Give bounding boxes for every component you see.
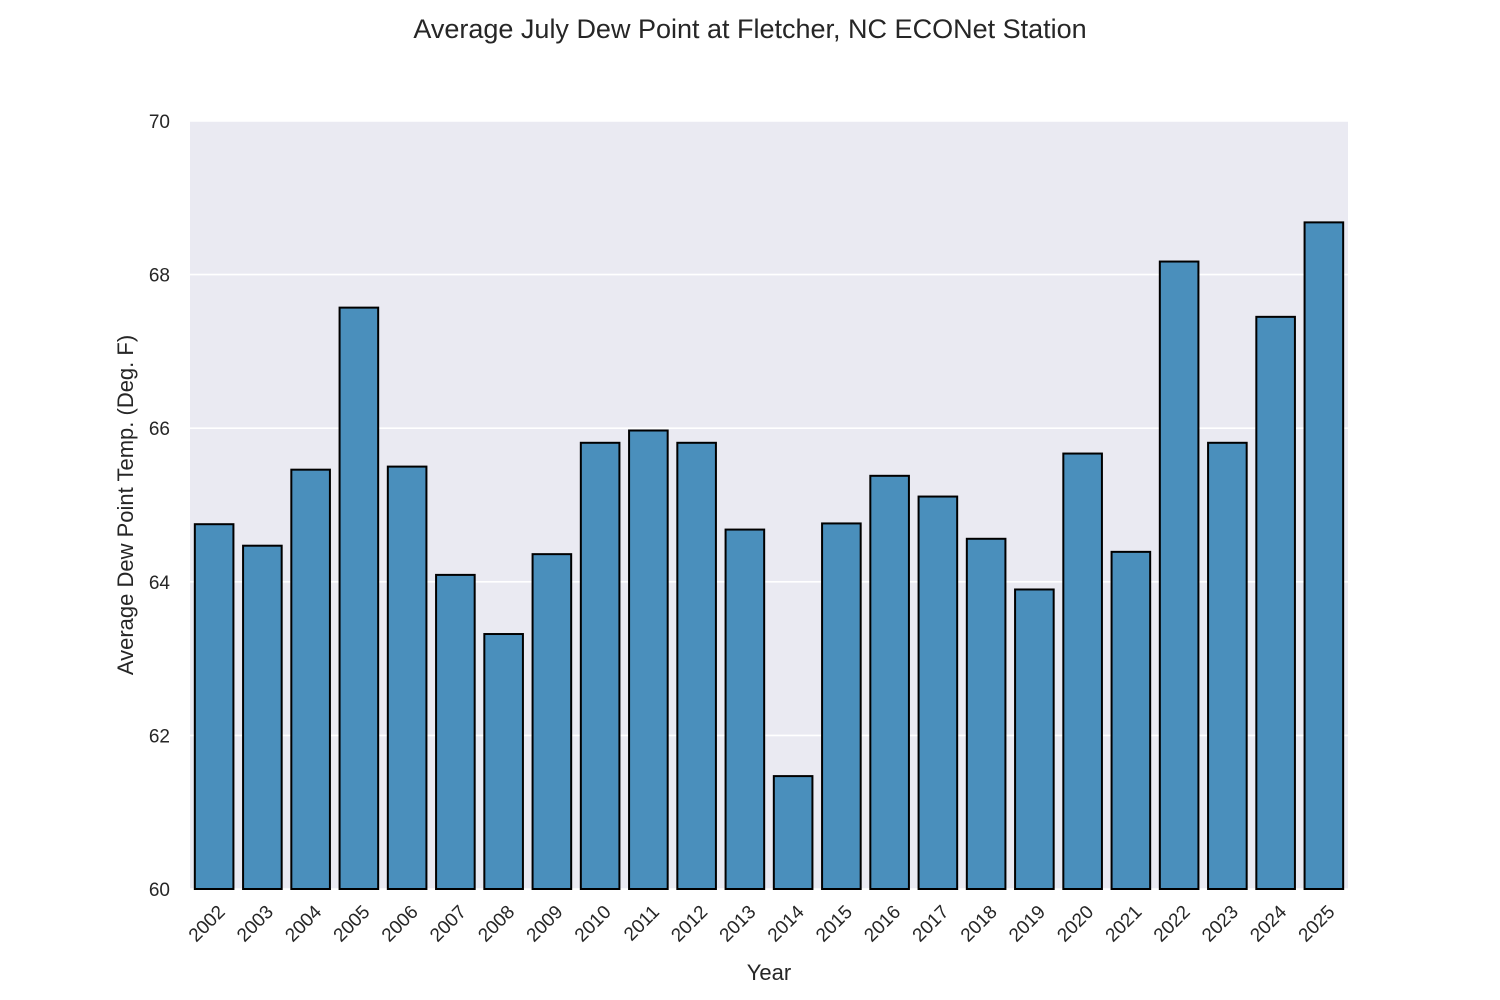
- x-tick-label: 2017: [909, 902, 954, 947]
- bar-2014: [772, 775, 814, 890]
- bar-2008: [483, 633, 524, 890]
- x-tick-label: 2002: [185, 902, 230, 947]
- x-tick-label: 2012: [667, 902, 712, 947]
- y-tick-label: 62: [149, 726, 170, 747]
- bar-2023: [1207, 441, 1248, 890]
- bar-2004: [290, 468, 331, 890]
- x-tick-label: 2016: [860, 902, 905, 947]
- x-tick-label: 2003: [233, 902, 278, 947]
- y-tick-label: 60: [149, 880, 170, 901]
- bar-2020: [1062, 452, 1103, 890]
- x-tick-label: 2005: [330, 902, 375, 947]
- bar-2009: [531, 553, 573, 890]
- bar-2025: [1303, 221, 1345, 891]
- x-tick-label: 2010: [571, 902, 616, 947]
- x-tick-label: 2018: [957, 902, 1002, 947]
- x-tick-label: 2022: [1150, 902, 1195, 947]
- bar-2006: [386, 465, 428, 890]
- bar-2018: [965, 537, 1007, 890]
- bar-2007: [435, 573, 476, 890]
- bar-2002: [193, 523, 235, 890]
- x-tick-label: 2014: [764, 901, 809, 946]
- y-tick-label: 68: [149, 266, 170, 287]
- bar-2011: [628, 429, 669, 890]
- chart-title: Average July Dew Point at Fletcher, NC E…: [413, 14, 1087, 44]
- bar-2012: [676, 441, 717, 890]
- bar-2013: [724, 528, 766, 890]
- x-tick-label: 2020: [1053, 902, 1098, 947]
- y-tick-label: 70: [149, 112, 170, 133]
- x-tick-label: 2009: [523, 902, 568, 947]
- x-tick-label: 2023: [1198, 902, 1243, 947]
- x-tick-label: 2021: [1102, 902, 1147, 947]
- bar-2017: [917, 495, 959, 890]
- x-tick-label: 2019: [1005, 902, 1050, 947]
- y-axis-label: Average Dew Point Temp. (Deg. F): [113, 335, 138, 675]
- plot-area: [190, 121, 1348, 889]
- bar-2005: [338, 306, 380, 890]
- x-tick-label: 2004: [281, 901, 326, 946]
- bar-2003: [242, 544, 283, 890]
- x-tick-label: 2007: [426, 902, 471, 947]
- bar-2022: [1158, 260, 1200, 890]
- x-tick-label: 2025: [1295, 902, 1340, 947]
- bar-2019: [1014, 588, 1055, 890]
- grid-lines: [190, 120, 1348, 890]
- y-tick-label: 64: [149, 573, 171, 594]
- bar-2015: [821, 522, 862, 890]
- bar-2021: [1110, 550, 1152, 891]
- bar-2016: [869, 474, 910, 890]
- y-tick-labels: 60 62 64 66 68 70: [149, 112, 171, 901]
- x-tick-label: 2024: [1246, 901, 1291, 946]
- bar-2010: [579, 441, 621, 890]
- x-tick-label: 2006: [378, 902, 423, 947]
- x-tick-label: 2008: [474, 902, 519, 947]
- x-tick-label: 2015: [812, 902, 857, 947]
- y-tick-label: 66: [149, 419, 170, 440]
- bar-2024: [1255, 315, 1296, 890]
- x-tick-labels: 2002 2003 2004 2005 2006 2007 2008 2009 2010 2011…: [185, 901, 1339, 946]
- x-tick-label: 2011: [620, 902, 664, 946]
- x-tick-label: 2013: [716, 902, 761, 947]
- bars: [193, 221, 1345, 891]
- x-axis-label: Year: [747, 960, 791, 985]
